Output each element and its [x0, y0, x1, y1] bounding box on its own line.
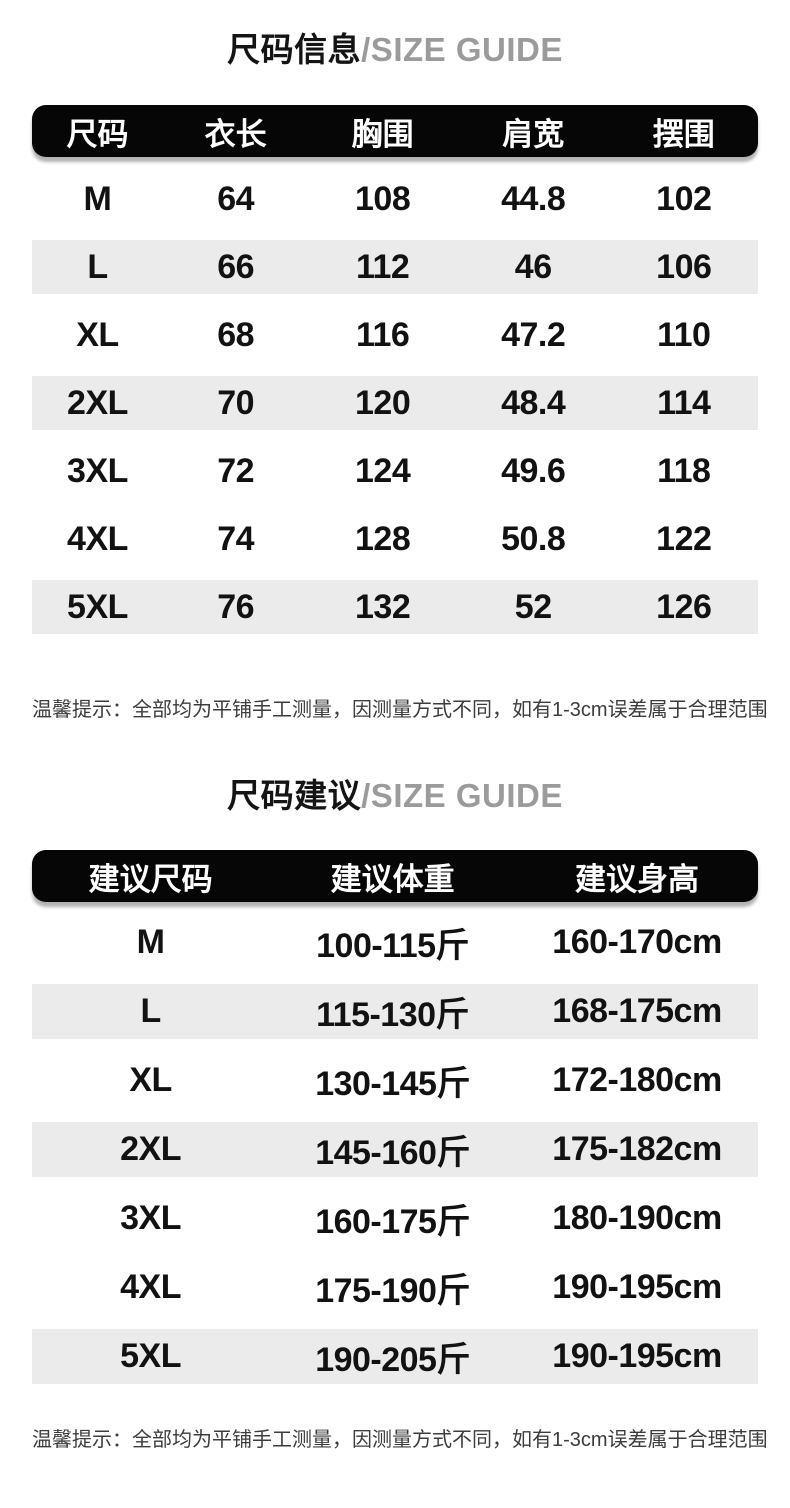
size-suggestion-table-header: 建议尺码 建议体重 建议身高 — [32, 850, 758, 902]
table-cell: 145-160斤 — [315, 1134, 470, 1172]
table-cell: 110 — [657, 315, 711, 354]
size-info-section: 尺码信息/SIZE GUIDE 尺码 衣长 胸围 肩宽 摆围 M 64 108 … — [0, 30, 790, 723]
table-cell: 102 — [656, 179, 712, 218]
table-cell: 76 — [217, 587, 255, 626]
table-cell: M — [83, 179, 112, 218]
table-cell: 108 — [355, 179, 411, 218]
column-header: 建议身高 — [575, 861, 699, 897]
table-row: L 115-130斤 168-175cm — [32, 977, 758, 1046]
table-row: 3XL 72 124 49.6 118 — [32, 437, 758, 505]
column-header: 尺码 — [66, 116, 129, 152]
column-header: 胸围 — [351, 116, 414, 152]
size-suggestion-title-en: /SIZE GUIDE — [361, 777, 563, 814]
table-cell: XL — [129, 1061, 172, 1099]
table-cell: 128 — [355, 519, 411, 558]
table-cell: 190-195cm — [552, 1337, 722, 1375]
table-cell: M — [136, 923, 165, 961]
table-row: 2XL 70 120 48.4 114 — [32, 369, 758, 437]
size-info-title: 尺码信息/SIZE GUIDE — [32, 30, 758, 70]
table-cell: 106 — [656, 247, 712, 286]
table-cell: 120 — [355, 383, 411, 422]
size-info-table-header: 尺码 衣长 胸围 肩宽 摆围 — [32, 105, 758, 157]
table-cell: XL — [76, 315, 119, 354]
size-info-table-body: M 64 108 44.8 102 L 66 112 46 106 XL 68 … — [32, 165, 758, 641]
table-cell: 172-180cm — [552, 1061, 722, 1099]
table-cell: 116 — [355, 315, 410, 354]
table-cell: 190-205斤 — [315, 1341, 470, 1379]
table-cell: 48.4 — [501, 383, 566, 422]
table-row: 3XL 160-175斤 180-190cm — [32, 1184, 758, 1253]
column-header: 建议体重 — [330, 861, 455, 897]
table-cell: 115-130斤 — [316, 996, 470, 1034]
table-cell: L — [87, 247, 108, 286]
table-cell: 4XL — [120, 1268, 181, 1306]
table-row: M 100-115斤 160-170cm — [32, 908, 758, 977]
table-cell: 47.2 — [501, 315, 566, 354]
table-cell: 50.8 — [501, 519, 566, 558]
table-cell: 64 — [217, 179, 255, 218]
column-header: 衣长 — [204, 116, 267, 152]
table-cell: 190-195cm — [552, 1268, 722, 1306]
table-row: 5XL 190-205斤 190-195cm — [32, 1322, 758, 1391]
table-cell: 46 — [514, 247, 552, 286]
table-cell: 168-175cm — [552, 992, 722, 1030]
table-cell: 126 — [656, 587, 712, 626]
table-cell: 5XL — [67, 587, 128, 626]
measurement-note: 温馨提示：全部均为平铺手工测量，因测量方式不同，如有1-3cm误差属于合理范围 — [32, 1429, 768, 1451]
table-cell: 2XL — [120, 1130, 181, 1168]
table-cell: 124 — [355, 451, 411, 490]
table-row: XL 130-145斤 172-180cm — [32, 1046, 758, 1115]
size-suggestion-section: 尺码建议/SIZE GUIDE 建议尺码 建议体重 建议身高 M 100-115… — [0, 776, 790, 1453]
size-suggestion-title: 尺码建议/SIZE GUIDE — [32, 776, 758, 816]
table-cell: 175-182cm — [552, 1130, 722, 1168]
table-cell: 114 — [657, 383, 711, 422]
table-cell: 132 — [355, 587, 411, 626]
size-suggestion-table-body: M 100-115斤 160-170cm L 115-130斤 168-175c… — [32, 908, 758, 1391]
table-cell: 160-175斤 — [315, 1203, 470, 1241]
table-cell: 3XL — [120, 1199, 181, 1237]
table-cell: 3XL — [67, 451, 128, 490]
table-cell: 4XL — [67, 519, 128, 558]
table-cell: 118 — [657, 451, 711, 490]
table-cell: 100-115斤 — [316, 927, 470, 965]
table-cell: 44.8 — [501, 179, 566, 218]
table-cell: 180-190cm — [552, 1199, 722, 1237]
table-row: M 64 108 44.8 102 — [32, 165, 758, 233]
table-cell: 5XL — [120, 1337, 181, 1375]
table-cell: 49.6 — [501, 451, 566, 490]
table-row: L 66 112 46 106 — [32, 233, 758, 301]
table-cell: 74 — [217, 519, 255, 558]
column-header: 摆围 — [652, 116, 715, 152]
table-cell: 2XL — [67, 383, 128, 422]
table-row: 4XL 74 128 50.8 122 — [32, 505, 758, 573]
table-cell: 112 — [355, 247, 410, 286]
table-row: 2XL 145-160斤 175-182cm — [32, 1115, 758, 1184]
table-row: 5XL 76 132 52 126 — [32, 573, 758, 641]
table-row: 4XL 175-190斤 190-195cm — [32, 1253, 758, 1322]
size-suggestion-title-cn: 尺码建议 — [227, 777, 362, 814]
table-cell: 70 — [217, 383, 255, 422]
column-header: 肩宽 — [502, 116, 565, 152]
table-cell: 130-145斤 — [315, 1065, 470, 1103]
table-cell: 175-190斤 — [315, 1272, 470, 1310]
table-cell: 160-170cm — [552, 923, 722, 961]
table-cell: 52 — [514, 587, 552, 626]
size-info-title-cn: 尺码信息 — [227, 31, 362, 68]
table-row: XL 68 116 47.2 110 — [32, 301, 758, 369]
column-header: 建议尺码 — [88, 861, 213, 897]
table-cell: L — [140, 992, 161, 1030]
measurement-note: 温馨提示：全部均为平铺手工测量，因测量方式不同，如有1-3cm误差属于合理范围 — [32, 699, 768, 721]
table-cell: 66 — [217, 247, 255, 286]
size-info-title-en: /SIZE GUIDE — [361, 31, 563, 68]
table-cell: 68 — [217, 315, 255, 354]
table-cell: 122 — [656, 519, 712, 558]
table-cell: 72 — [217, 451, 255, 490]
